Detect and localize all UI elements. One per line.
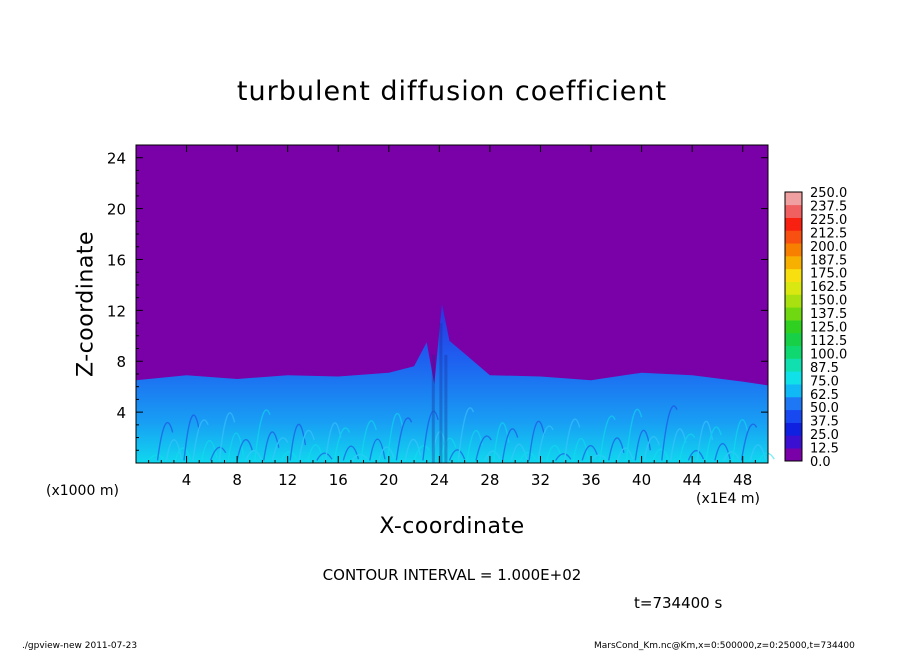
colorbar-swatch: [785, 409, 802, 423]
x-tick-label: 16: [329, 471, 348, 489]
colorbar-label: 125.0: [810, 321, 847, 336]
x-tick-label: 48: [733, 471, 752, 489]
colorbar-swatch: [785, 358, 802, 372]
colorbar-label: 250.0: [810, 186, 847, 201]
y-tick-label: 4: [116, 404, 126, 422]
colorbar-swatch: [785, 371, 802, 385]
colorbar-label: 187.5: [810, 253, 847, 268]
x-tick-label: 4: [182, 471, 192, 489]
colorbar-label: 150.0: [810, 294, 847, 309]
colorbar-swatch: [785, 320, 802, 334]
x-tick-label: 8: [232, 471, 242, 489]
time-label: t=734400 s: [634, 594, 723, 612]
colorbar-label: 212.5: [810, 226, 847, 241]
colorbar-label: 100.0: [810, 347, 847, 362]
colorbar-label: 50.0: [810, 401, 839, 416]
colorbar-swatch: [785, 307, 802, 321]
y-tick-label: 8: [116, 353, 126, 371]
colorbar-swatch: [785, 422, 802, 436]
colorbar-swatch: [785, 230, 802, 244]
x-tick-label: 36: [581, 471, 600, 489]
x-tick-label: 28: [480, 471, 499, 489]
colorbar-label: 75.0: [810, 374, 839, 389]
colorbar-swatch: [785, 281, 802, 295]
colorbar-swatch: [785, 204, 802, 218]
colorbar-label: 25.0: [810, 428, 839, 443]
y-tick-label: 12: [107, 302, 126, 320]
colorbar-swatch: [785, 345, 802, 359]
colorbar-label: 200.0: [810, 240, 847, 255]
colorbar-label: 62.5: [810, 388, 839, 403]
colorbar-label: 225.0: [810, 213, 847, 228]
colorbar-swatch: [785, 192, 802, 206]
footer-right-info: MarsCond_Km.nc@Km,x=0:500000,z=0:25000,t…: [594, 641, 855, 651]
x-unit-left: (x1000 m): [46, 483, 119, 499]
colorbar-label: 175.0: [810, 267, 847, 282]
x-tick-label: 32: [531, 471, 550, 489]
colorbar-label: 12.5: [810, 442, 839, 457]
colorbar-label: 237.5: [810, 200, 847, 215]
colorbar-swatch: [785, 217, 802, 231]
colorbar-label: 0.0: [810, 455, 831, 470]
colorbar-swatch: [785, 256, 802, 270]
colorbar-swatch: [785, 396, 802, 411]
colorbar-label: 162.5: [810, 280, 847, 295]
colorbar-label: 112.5: [810, 334, 847, 349]
x-tick-label: 40: [632, 471, 651, 489]
colorbar-swatch: [785, 332, 802, 347]
colorbar-label: 87.5: [810, 361, 839, 376]
central-streak: [431, 354, 435, 463]
colorbar-swatch: [785, 294, 802, 308]
y-tick-label: 24: [107, 150, 126, 168]
contour-interval-label: CONTOUR INTERVAL = 1.000E+02: [322, 566, 582, 584]
x-unit-right: (x1E4 m): [696, 491, 760, 507]
boundary-layer-region: [136, 304, 768, 463]
x-axis-label: X-coordinate: [379, 514, 525, 539]
convection-texture: [148, 323, 775, 463]
x-tick-label: 24: [430, 471, 449, 489]
x-tick-label: 20: [379, 471, 398, 489]
y-tick-label: 16: [107, 251, 126, 269]
colorbar-swatch: [785, 268, 802, 282]
colorbar-swatch: [785, 384, 802, 398]
colorbar-swatch: [785, 435, 802, 449]
colorbar-swatch: [785, 243, 802, 257]
colorbar-label: 37.5: [810, 415, 839, 430]
colorbar-swatch: [785, 448, 802, 462]
central-streak: [444, 354, 448, 463]
footer-left-info: ./gpview-new 2011-07-23: [22, 641, 138, 651]
colorbar-label: 137.5: [810, 307, 847, 322]
x-tick-label: 44: [683, 471, 702, 489]
x-tick-label: 12: [278, 471, 297, 489]
y-tick-label: 20: [107, 201, 126, 219]
colorbar-frame: [784, 191, 803, 462]
central-streak: [439, 323, 443, 463]
chart-title: turbulent diffusion coefficient: [236, 76, 668, 107]
